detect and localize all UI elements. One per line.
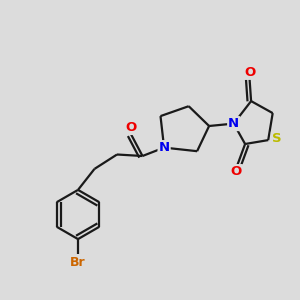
Text: Br: Br <box>70 256 86 269</box>
Text: O: O <box>244 66 255 79</box>
Text: O: O <box>231 165 242 178</box>
Text: N: N <box>158 141 170 154</box>
Text: S: S <box>272 132 281 145</box>
Text: N: N <box>228 117 239 130</box>
Text: O: O <box>125 121 136 134</box>
